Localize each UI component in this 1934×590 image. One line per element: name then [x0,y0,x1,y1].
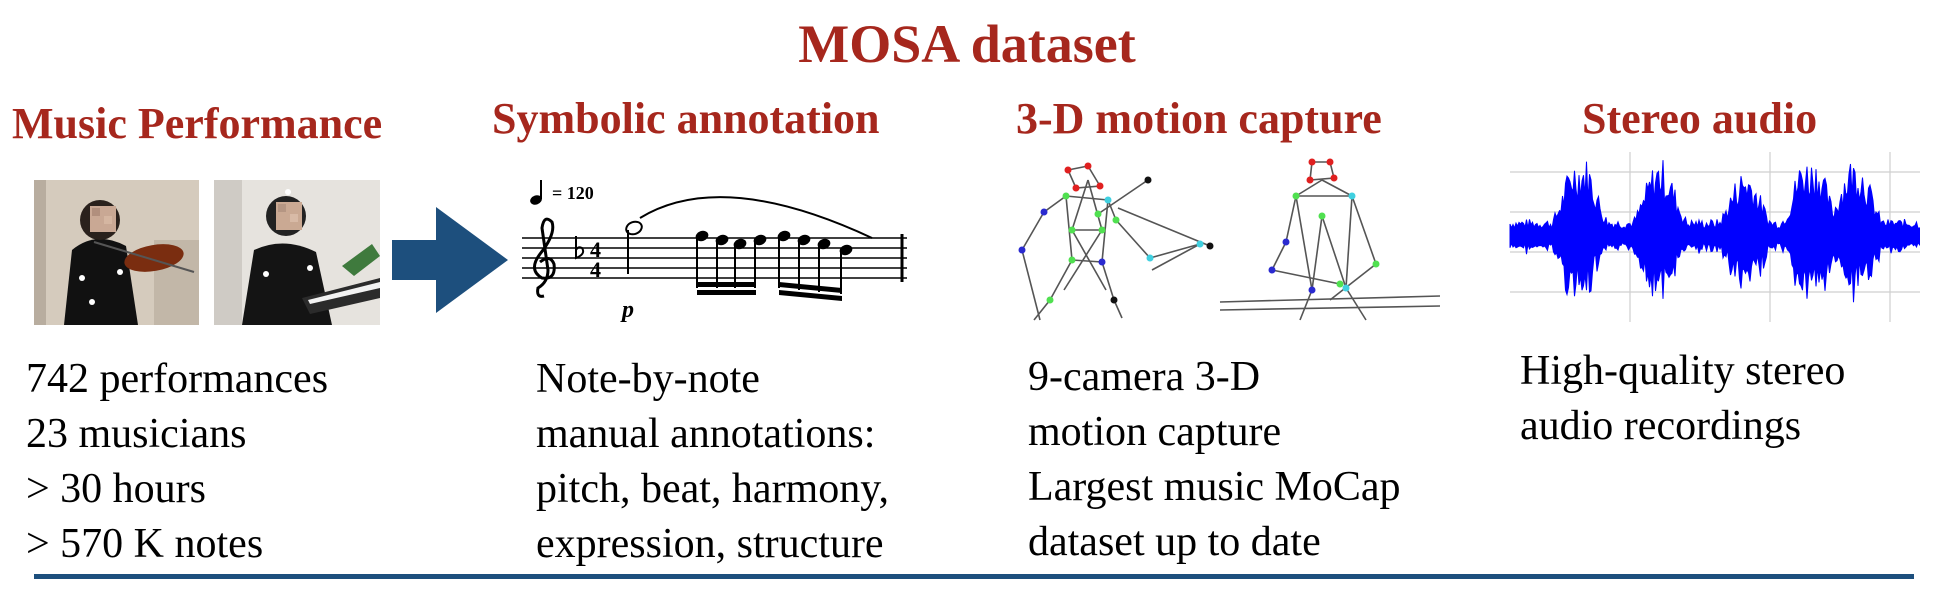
description-line: > 570 K notes [26,521,264,567]
description-line: pitch, beat, harmony, [536,466,890,512]
description-line: High-quality stereo [1520,348,1846,394]
description-line: > 30 hours [26,466,207,512]
svg-text:4: 4 [590,237,601,262]
tempo-marking: = 120 [552,183,594,203]
violinist-photo [34,180,199,325]
description-line: Note-by-note [536,356,760,402]
bottom-divider [34,574,1914,579]
waveform-icon [1509,152,1920,322]
music-performance-description: 742 performances 23 musicians > 30 hours… [26,352,328,572]
description-line: Largest music MoCap [1028,464,1401,510]
dynamic-marking: p [622,297,634,323]
svg-text:4: 4 [590,257,601,282]
description-line: 23 musicians [26,411,247,457]
symbolic-annotation-description: Note-by-note manual annotations: pitch, … [536,352,889,572]
arrow-right-icon [392,207,508,313]
page-title: MOSA dataset [798,14,1136,74]
stereo-audio-description: High-quality stereo audio recordings [1520,344,1845,454]
heading-music-performance: Music Performance [12,99,383,148]
description-line: 742 performances [26,356,329,402]
description-line: dataset up to date [1028,519,1321,565]
description-line: manual annotations: [536,411,876,457]
music-score-icon: 4 4 [522,178,917,328]
description-line: audio recordings [1520,403,1802,449]
pianist-photo [214,180,380,325]
heading-symbolic-annotation: Symbolic annotation [492,94,880,143]
motion-capture-description: 9-camera 3-D motion capture Largest musi… [1028,350,1401,570]
description-line: 9-camera 3-D [1028,354,1261,400]
description-line: expression, structure [536,521,884,567]
heading-3d-motion-capture: 3-D motion capture [1016,94,1382,143]
description-line: motion capture [1028,409,1282,455]
heading-stereo-audio: Stereo audio [1582,94,1818,143]
skeleton-icon [1018,158,1441,321]
